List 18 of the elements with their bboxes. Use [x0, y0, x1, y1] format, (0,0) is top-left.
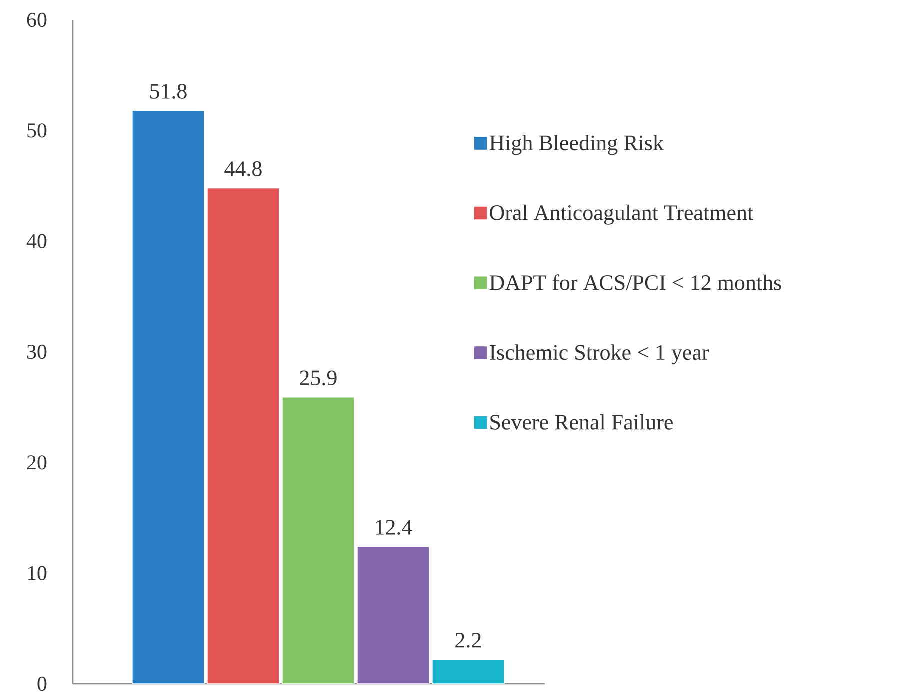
- legend-label: Severe Renal Failure: [490, 414, 673, 430]
- y-tick-label: 60: [27, 12, 47, 28]
- data-label: 25.9: [300, 370, 337, 386]
- y-tick-label: 40: [26, 234, 47, 248]
- data-label: 2.2: [456, 633, 481, 648]
- bar: [207, 188, 280, 684]
- y-tick-label: 20: [27, 456, 47, 470]
- legend-label: High Bleeding Risk: [490, 135, 664, 156]
- y-tick-label: 30: [27, 344, 47, 360]
- data-label: 44.8: [224, 162, 262, 176]
- y-tick-label: 10: [28, 566, 47, 580]
- data-label: 51.8: [150, 84, 187, 100]
- data-label: 12.4: [376, 520, 412, 536]
- y-tick-label: 50: [28, 124, 47, 138]
- legend-label: Oral Anticoagulant Treatment: [490, 204, 754, 225]
- legend-label: Ischemic Stroke < 1 year: [490, 344, 710, 365]
- y-tick-label: 0: [38, 676, 47, 692]
- legend-label: DAPT for ACS/PCI < 12 months: [490, 274, 782, 290]
